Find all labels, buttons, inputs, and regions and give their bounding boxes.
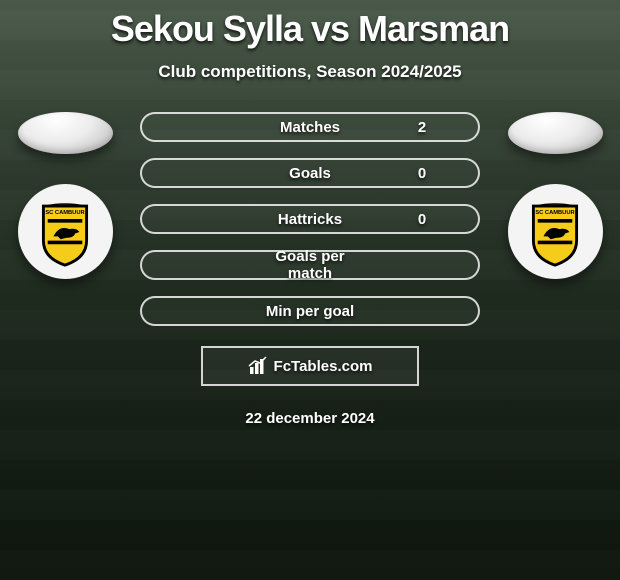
player-left-disc: [18, 112, 113, 154]
player-right-column: SC CAMBUUR: [500, 112, 610, 279]
svg-text:SC CAMBUUR: SC CAMBUUR: [45, 210, 85, 216]
cambuur-crest-icon: SC CAMBUUR: [519, 196, 591, 268]
stat-row-hattricks: Hattricks 0: [140, 204, 480, 234]
branding-label: FcTables.com: [274, 358, 373, 375]
stat-row-goals: Goals 0: [140, 158, 480, 188]
page-title: Sekou Sylla vs Marsman: [0, 8, 620, 50]
stat-label: Matches: [254, 119, 366, 136]
player-right-disc: [508, 112, 603, 154]
cambuur-crest-icon: SC CAMBUUR: [29, 196, 101, 268]
stat-right-value: 0: [366, 165, 478, 182]
stat-right-value: 0: [366, 211, 478, 228]
stat-row-matches: Matches 2: [140, 112, 480, 142]
stat-row-goals-per-match: Goals per match: [140, 250, 480, 280]
club-badge-left: SC CAMBUUR: [18, 184, 113, 279]
stat-label: Goals per match: [254, 248, 366, 282]
page-subtitle: Club competitions, Season 2024/2025: [0, 62, 620, 82]
stat-row-min-per-goal: Min per goal: [140, 296, 480, 326]
club-badge-right: SC CAMBUUR: [508, 184, 603, 279]
bar-chart-icon: [248, 356, 268, 376]
stats-center: Matches 2 Goals 0 Hattricks 0 Goals per …: [120, 112, 500, 427]
branding-box: FcTables.com: [201, 346, 419, 386]
stat-label: Goals: [254, 165, 366, 182]
stat-label: Hattricks: [254, 211, 366, 228]
stat-right-value: 2: [366, 119, 478, 136]
player-left-column: SC CAMBUUR: [10, 112, 120, 279]
svg-text:SC CAMBUUR: SC CAMBUUR: [535, 210, 575, 216]
stat-label: Min per goal: [254, 303, 366, 320]
date-label: 22 december 2024: [245, 410, 374, 427]
